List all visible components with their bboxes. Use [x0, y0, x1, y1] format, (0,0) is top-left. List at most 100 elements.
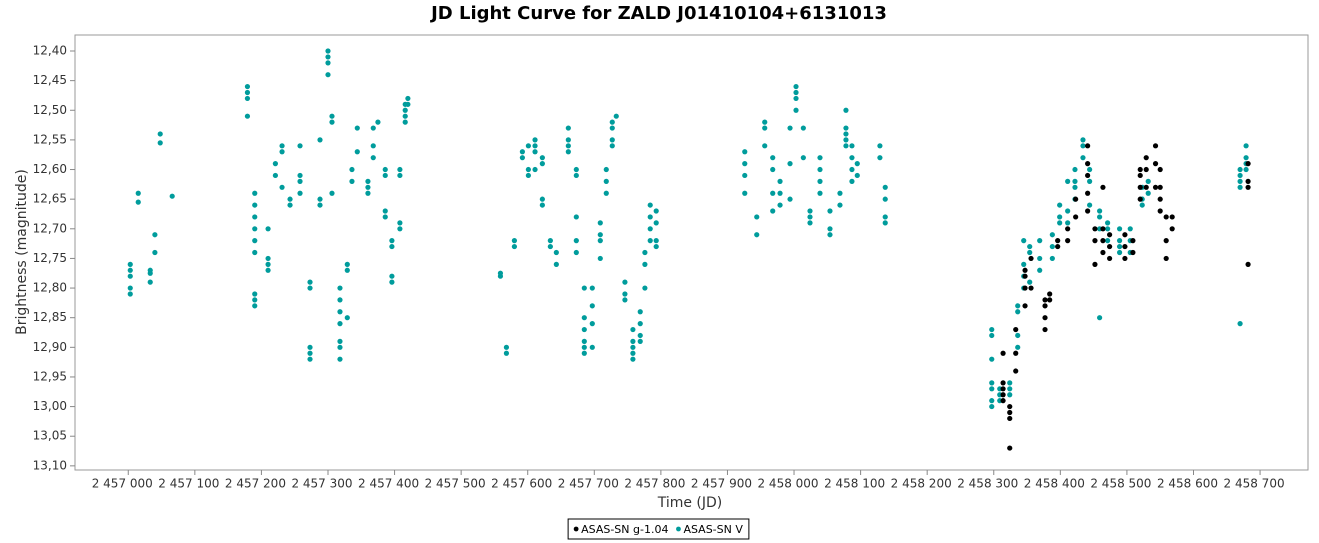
data-point	[135, 199, 141, 205]
data-point	[337, 356, 343, 362]
data-point	[793, 89, 799, 96]
data-point	[609, 125, 615, 131]
data-point	[252, 202, 258, 208]
x-tick-label: 2 458 400	[1024, 477, 1085, 491]
y-tick-label: 12,95	[33, 369, 67, 383]
data-point	[1139, 202, 1145, 208]
data-point	[1152, 161, 1159, 167]
data-point	[1065, 178, 1071, 184]
x-tick-label: 2 457 300	[291, 477, 352, 491]
data-point	[837, 202, 843, 208]
data-point	[1163, 238, 1169, 244]
data-point	[642, 249, 648, 256]
data-point	[1042, 297, 1048, 303]
data-point	[1007, 403, 1013, 410]
data-point	[252, 291, 258, 297]
x-tick-label: 2 458 100	[824, 477, 885, 491]
data-point	[157, 140, 163, 146]
data-point	[532, 137, 538, 143]
data-point	[787, 161, 793, 167]
data-point	[989, 380, 995, 386]
data-point	[1000, 350, 1006, 356]
data-point	[1015, 344, 1021, 350]
data-point	[1145, 190, 1151, 196]
data-point	[152, 232, 158, 238]
data-point	[307, 356, 313, 362]
data-point	[1143, 184, 1149, 190]
data-point	[370, 125, 376, 131]
data-point	[1042, 303, 1048, 309]
data-point	[581, 350, 587, 356]
data-point	[365, 190, 371, 196]
data-point	[169, 193, 175, 199]
data-point	[1055, 238, 1061, 244]
data-point	[1085, 172, 1091, 179]
data-point	[800, 125, 806, 131]
data-point	[382, 214, 388, 220]
data-point	[1105, 238, 1111, 244]
data-point	[1027, 279, 1033, 285]
data-point	[754, 232, 760, 238]
data-point	[272, 161, 278, 167]
data-point	[1049, 232, 1055, 238]
data-point	[344, 267, 350, 273]
data-point	[1007, 415, 1013, 422]
data-point	[539, 161, 545, 167]
data-point	[1085, 208, 1091, 214]
data-point	[1015, 309, 1021, 315]
data-point	[609, 143, 615, 149]
data-point	[849, 166, 855, 173]
data-point	[127, 273, 133, 279]
x-tick-label: 2 457 200	[225, 477, 286, 491]
data-point	[1028, 255, 1034, 262]
data-point	[349, 178, 355, 184]
data-point	[337, 309, 343, 315]
data-point	[793, 107, 799, 113]
data-point	[877, 155, 883, 161]
data-point	[647, 214, 653, 220]
data-point	[1007, 392, 1013, 398]
data-point	[603, 166, 609, 173]
data-point	[252, 249, 258, 256]
data-point	[307, 344, 313, 350]
y-tick-label: 13,05	[33, 429, 67, 443]
data-point	[1116, 249, 1123, 256]
data-point	[1245, 261, 1251, 267]
data-point	[1085, 161, 1091, 167]
x-axis-title: Time (JD)	[657, 495, 723, 511]
y-tick-label: 12,80	[33, 281, 67, 295]
data-point	[297, 178, 303, 184]
data-point	[1122, 232, 1128, 238]
data-point	[402, 113, 408, 119]
data-point	[622, 291, 628, 297]
data-point	[777, 190, 783, 196]
data-point	[1015, 303, 1021, 309]
y-tick-label: 13,10	[33, 458, 67, 472]
data-point	[1013, 368, 1019, 374]
data-point	[405, 101, 411, 107]
data-point	[354, 149, 360, 155]
x-tick-label: 2 457 800	[624, 477, 685, 491]
data-point	[279, 143, 285, 149]
data-point	[1157, 166, 1163, 173]
data-point	[1073, 214, 1079, 220]
data-point	[1042, 326, 1048, 333]
data-point	[307, 279, 313, 285]
data-point	[307, 350, 313, 356]
data-point	[354, 125, 360, 131]
data-point	[817, 178, 823, 184]
x-tick-label: 2 457 700	[558, 477, 619, 491]
data-point	[503, 350, 510, 356]
data-point	[762, 143, 768, 149]
data-point	[1000, 386, 1006, 392]
data-point	[817, 166, 823, 173]
data-point	[565, 143, 571, 149]
data-point	[777, 202, 783, 208]
data-point	[597, 255, 603, 262]
data-point	[807, 214, 813, 220]
data-point	[1007, 445, 1013, 451]
data-point	[573, 214, 579, 220]
data-point	[337, 321, 343, 327]
data-point	[642, 261, 648, 267]
